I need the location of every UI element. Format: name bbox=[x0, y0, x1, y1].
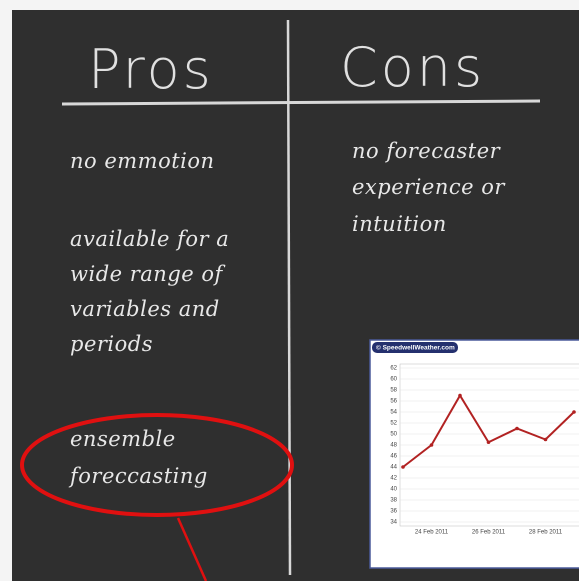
y-tick-label: 46 bbox=[390, 454, 397, 460]
point bbox=[572, 410, 576, 414]
cons-heading: Cons bbox=[340, 36, 485, 99]
y-tick-label: 56 bbox=[390, 399, 397, 405]
inset-title: © SpeedwellWeather.com bbox=[376, 344, 455, 352]
y-tick-label: 54 bbox=[390, 410, 397, 416]
y-tick-label: 60 bbox=[390, 377, 397, 383]
point bbox=[543, 437, 548, 442]
pro-text: no emmotion bbox=[70, 149, 215, 173]
inset-title-bg bbox=[372, 342, 458, 353]
pro-text: ensemble bbox=[70, 427, 176, 451]
y-tick-label: 34 bbox=[390, 520, 397, 526]
y-tick-label: 50 bbox=[390, 432, 397, 438]
y-tick-label: 58 bbox=[390, 388, 397, 394]
con-text: experience or bbox=[352, 175, 506, 199]
pro-text: variables and bbox=[70, 297, 220, 321]
con-text: intuition bbox=[352, 212, 447, 236]
divider-horizontal bbox=[61, 99, 541, 106]
pro-text: periods bbox=[70, 332, 153, 356]
y-tick-label: 62 bbox=[390, 366, 397, 372]
divider-vertical bbox=[286, 19, 292, 576]
con-text: no forecaster bbox=[352, 139, 502, 163]
x-tick-label: 28 Feb 2011 bbox=[529, 530, 563, 536]
y-tick-label: 44 bbox=[390, 465, 397, 471]
point bbox=[486, 440, 491, 445]
pro-text: foreccasting bbox=[68, 464, 208, 488]
pros-heading: Pros bbox=[88, 38, 214, 101]
y-tick-label: 52 bbox=[390, 421, 397, 427]
y-tick-label: 48 bbox=[390, 443, 397, 449]
highlight-pointer bbox=[176, 517, 208, 581]
inset-background bbox=[369, 339, 579, 569]
x-tick-label: 26 Feb 2011 bbox=[472, 530, 506, 536]
point bbox=[515, 426, 519, 431]
point bbox=[458, 393, 462, 398]
y-tick-label: 38 bbox=[390, 498, 397, 504]
point bbox=[429, 443, 434, 447]
pro-text: available for a bbox=[70, 227, 229, 251]
y-tick-label: 36 bbox=[390, 509, 397, 515]
inset-chart: © SpeedwellWeather.com 34 36 38 40 42 44 46 48 5… bbox=[369, 339, 579, 569]
y-tick-label: 40 bbox=[390, 487, 397, 493]
point bbox=[401, 465, 405, 469]
x-tick-label: 24 Feb 2011 bbox=[415, 530, 449, 536]
pro-text: wide range of bbox=[70, 262, 226, 286]
y-tick-label: 42 bbox=[390, 476, 397, 482]
highlight-ellipse bbox=[20, 413, 294, 517]
